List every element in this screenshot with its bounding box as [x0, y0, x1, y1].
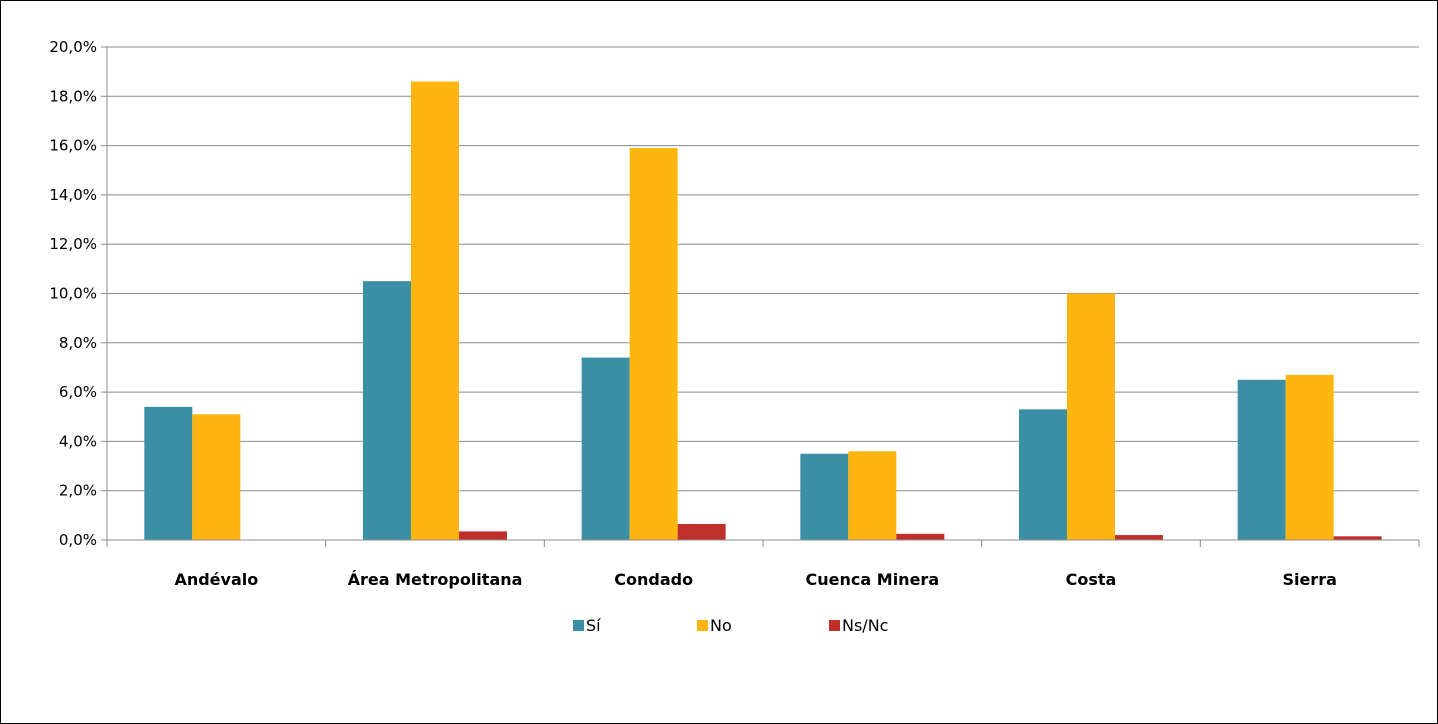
bars	[144, 81, 1382, 540]
gridlines	[107, 46, 1419, 492]
bar	[896, 533, 945, 540]
x-tick-label: Cuenca Minera	[806, 570, 940, 589]
x-tick-label: Área Metropolitana	[348, 570, 523, 589]
bar	[1237, 379, 1286, 540]
bar	[459, 531, 507, 540]
bar	[1067, 293, 1115, 540]
bar	[144, 406, 193, 540]
x-tick-label: Sierra	[1282, 570, 1336, 589]
bar	[411, 81, 459, 540]
y-axis: 0,0% 2,0% 4,0% 6,0% 8,0% 10,0% 12,0% 14,0% 16,0%…	[49, 38, 108, 549]
y-tick-label: 2,0%	[59, 482, 97, 500]
bar	[1019, 409, 1067, 540]
bar	[1333, 536, 1382, 540]
y-tick-label: 6,0%	[59, 383, 97, 401]
legend-swatch	[829, 620, 840, 631]
y-tick-label: 12,0%	[49, 235, 97, 253]
bar	[1115, 535, 1163, 540]
x-axis: Andévalo Área Metropolitana Condado Cuenca …	[106, 539, 1420, 589]
bar	[677, 523, 726, 540]
bar	[581, 357, 630, 540]
x-tick-label: Andévalo	[174, 570, 258, 589]
bar	[192, 414, 241, 540]
y-tick-label: 10,0%	[49, 285, 97, 303]
x-tick-label: Costa	[1066, 570, 1117, 589]
y-tick-label: 16,0%	[49, 137, 97, 155]
y-tick-label: 20,0%	[49, 38, 97, 56]
bar	[1285, 374, 1334, 540]
legend-label: No	[710, 616, 732, 635]
y-tick-label: 8,0%	[59, 334, 97, 352]
bar	[800, 453, 849, 540]
x-tick-label: Condado	[614, 570, 693, 589]
bar	[363, 281, 411, 540]
bar	[629, 148, 678, 540]
y-tick-label: 18,0%	[49, 87, 97, 105]
y-tick-label: 14,0%	[49, 186, 97, 204]
bar	[848, 451, 897, 540]
legend-label: Sí	[586, 616, 601, 635]
legend-swatch	[573, 620, 584, 631]
y-tick-label: 0,0%	[59, 531, 97, 549]
legend-label: Ns/Nc	[842, 616, 888, 635]
legend: Sí No Ns/Nc	[573, 616, 888, 635]
y-tick-label: 4,0%	[59, 432, 97, 450]
legend-swatch	[697, 620, 708, 631]
